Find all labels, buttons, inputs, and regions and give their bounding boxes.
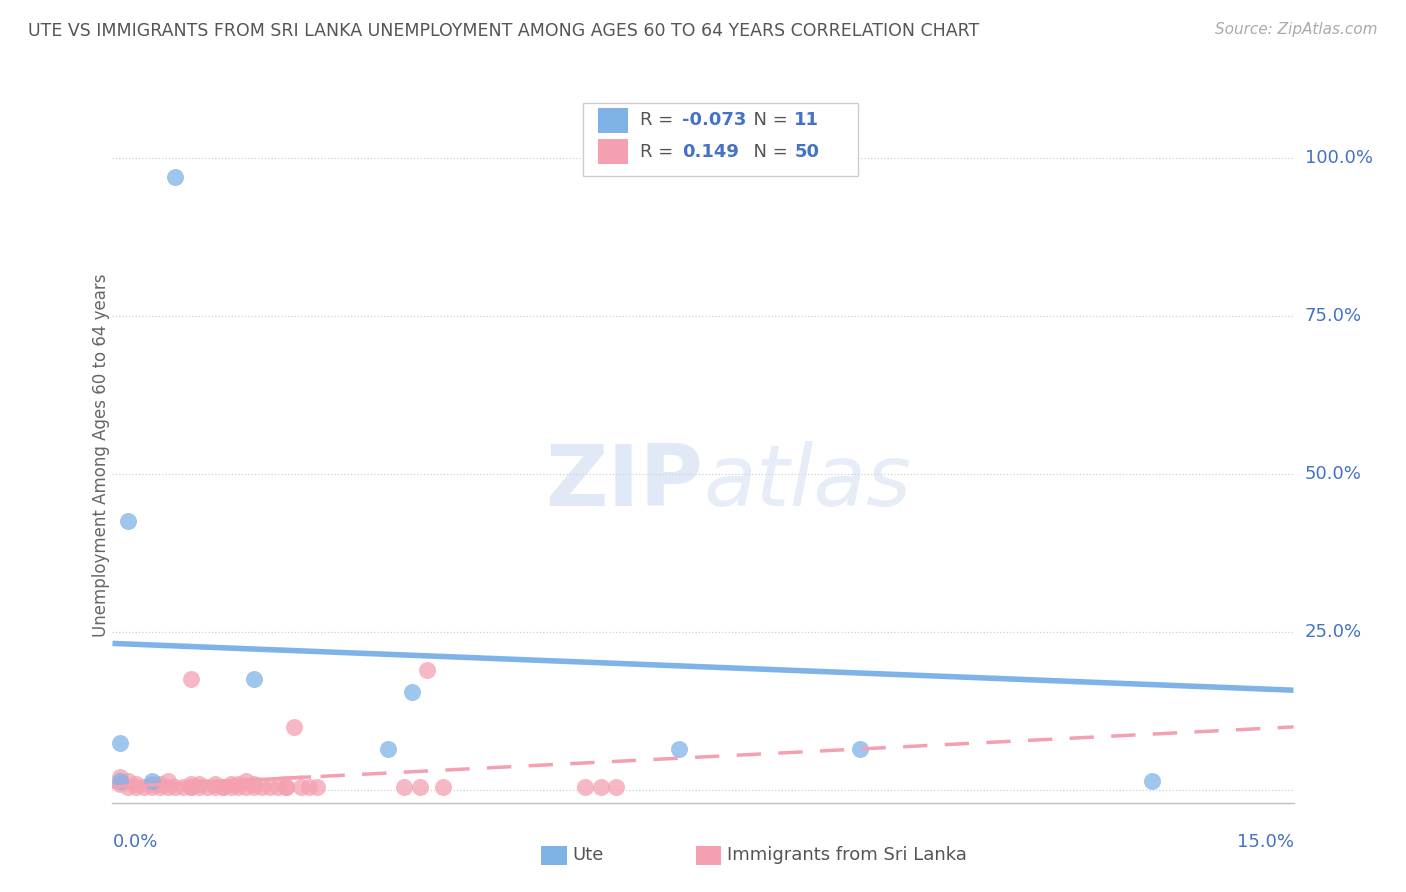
Text: atlas: atlas xyxy=(703,442,911,524)
Point xyxy=(141,777,163,791)
Text: 50.0%: 50.0% xyxy=(1305,465,1361,483)
Point xyxy=(141,780,163,794)
Point xyxy=(605,780,627,794)
Point xyxy=(250,780,273,794)
Point xyxy=(401,685,423,699)
Text: Immigrants from Sri Lanka: Immigrants from Sri Lanka xyxy=(727,847,967,864)
Point xyxy=(235,773,257,788)
Point xyxy=(110,777,132,791)
Text: UTE VS IMMIGRANTS FROM SRI LANKA UNEMPLOYMENT AMONG AGES 60 TO 64 YEARS CORRELAT: UTE VS IMMIGRANTS FROM SRI LANKA UNEMPLO… xyxy=(28,22,980,40)
Text: 15.0%: 15.0% xyxy=(1236,833,1294,851)
Point xyxy=(125,777,148,791)
Point xyxy=(283,720,305,734)
Point xyxy=(235,780,257,794)
Point xyxy=(243,777,266,791)
Point xyxy=(243,673,266,687)
Text: Ute: Ute xyxy=(572,847,603,864)
Point xyxy=(290,780,312,794)
Point xyxy=(165,780,187,794)
Point xyxy=(211,780,233,794)
Text: N =: N = xyxy=(742,112,794,129)
Point xyxy=(149,777,172,791)
Point xyxy=(180,780,202,794)
Point xyxy=(172,780,194,794)
Point xyxy=(298,780,321,794)
Text: Source: ZipAtlas.com: Source: ZipAtlas.com xyxy=(1215,22,1378,37)
Point xyxy=(259,780,281,794)
Point xyxy=(228,777,250,791)
Point xyxy=(274,780,297,794)
Text: 50: 50 xyxy=(794,143,820,161)
Point xyxy=(195,780,218,794)
Text: N =: N = xyxy=(742,143,794,161)
Point xyxy=(1140,773,1163,788)
Point xyxy=(180,673,202,687)
Point xyxy=(110,736,132,750)
Text: ZIP: ZIP xyxy=(546,442,703,524)
Point xyxy=(156,780,179,794)
Text: R =: R = xyxy=(640,112,679,129)
Point xyxy=(110,771,132,785)
Point xyxy=(267,780,290,794)
Point xyxy=(180,777,202,791)
Point xyxy=(377,742,399,756)
Point xyxy=(180,780,202,794)
Point xyxy=(228,780,250,794)
Point xyxy=(432,780,454,794)
Point xyxy=(117,780,139,794)
Text: 11: 11 xyxy=(794,112,820,129)
Y-axis label: Unemployment Among Ages 60 to 64 years: Unemployment Among Ages 60 to 64 years xyxy=(93,273,110,637)
Point xyxy=(110,773,132,788)
Text: 0.0%: 0.0% xyxy=(112,833,157,851)
Point xyxy=(156,773,179,788)
Point xyxy=(589,780,612,794)
Point xyxy=(149,780,172,794)
Text: -0.073: -0.073 xyxy=(682,112,747,129)
Point xyxy=(204,780,226,794)
Point xyxy=(117,514,139,528)
Point xyxy=(574,780,596,794)
Text: 75.0%: 75.0% xyxy=(1305,307,1362,325)
Text: 25.0%: 25.0% xyxy=(1305,623,1362,641)
Point xyxy=(132,780,155,794)
Point xyxy=(307,780,329,794)
Point xyxy=(849,742,872,756)
Point xyxy=(219,777,242,791)
Point xyxy=(188,777,211,791)
Point xyxy=(141,773,163,788)
Point xyxy=(211,780,233,794)
Point xyxy=(165,169,187,184)
Text: 0.149: 0.149 xyxy=(682,143,738,161)
Text: 100.0%: 100.0% xyxy=(1305,149,1372,167)
Point xyxy=(416,663,439,677)
Point xyxy=(204,777,226,791)
Point xyxy=(243,780,266,794)
Point xyxy=(274,780,297,794)
Point xyxy=(668,742,690,756)
Point xyxy=(219,780,242,794)
Point xyxy=(188,780,211,794)
Point xyxy=(117,773,139,788)
Point xyxy=(408,780,430,794)
Text: R =: R = xyxy=(640,143,679,161)
Point xyxy=(392,780,415,794)
Point xyxy=(125,780,148,794)
